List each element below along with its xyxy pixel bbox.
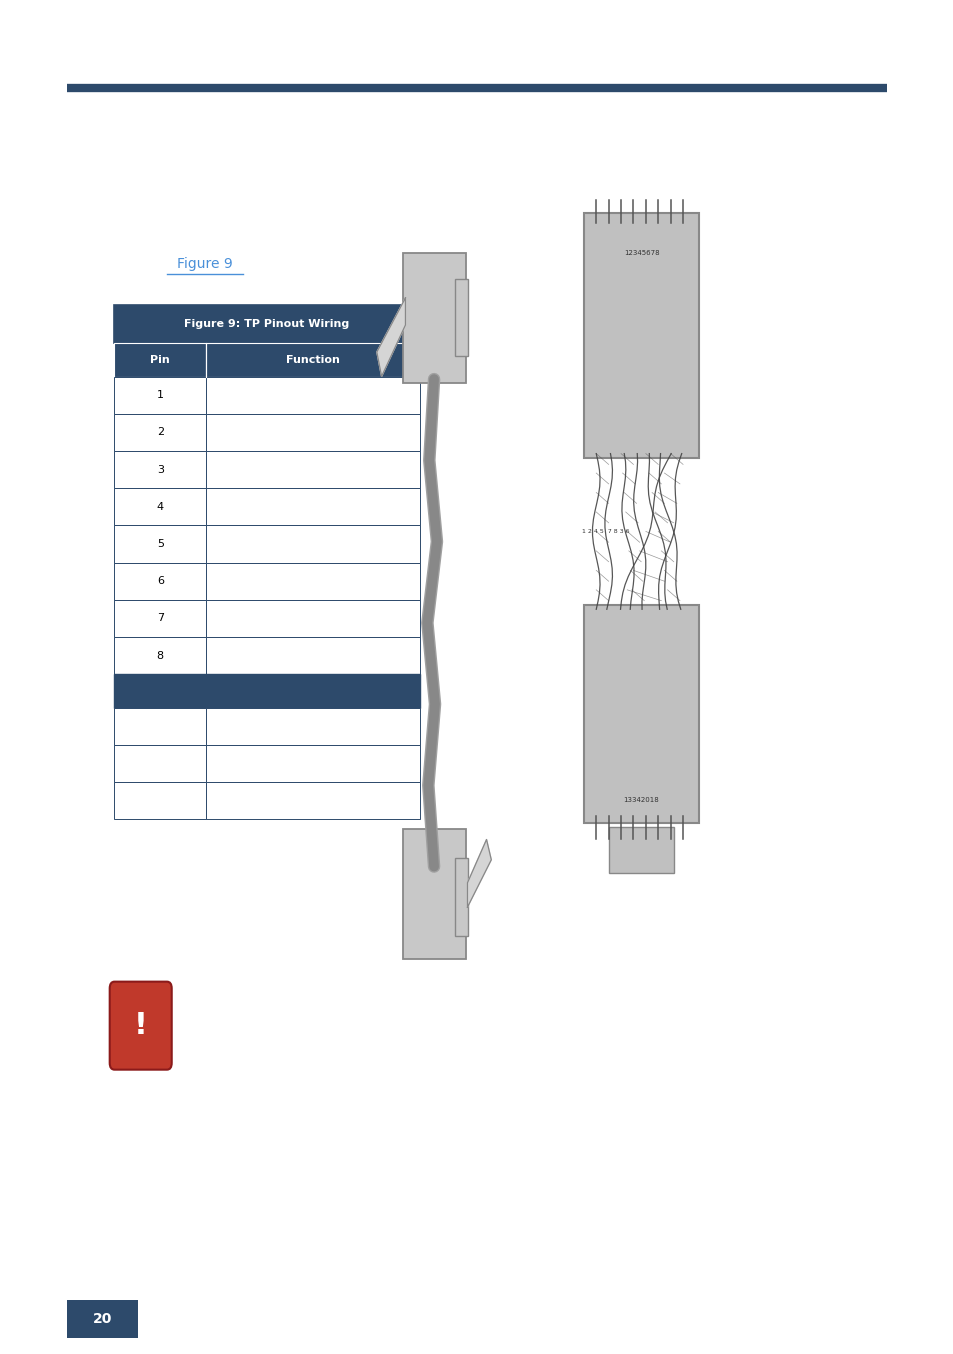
FancyBboxPatch shape: [206, 451, 419, 489]
Text: Function: Function: [286, 355, 339, 366]
FancyBboxPatch shape: [206, 376, 419, 414]
FancyBboxPatch shape: [206, 600, 419, 636]
Text: 5: 5: [156, 539, 164, 548]
FancyBboxPatch shape: [114, 376, 206, 414]
FancyBboxPatch shape: [402, 253, 465, 383]
FancyBboxPatch shape: [206, 525, 419, 563]
FancyBboxPatch shape: [114, 489, 206, 525]
FancyBboxPatch shape: [114, 745, 206, 783]
FancyBboxPatch shape: [206, 343, 419, 376]
FancyBboxPatch shape: [206, 708, 419, 745]
FancyBboxPatch shape: [455, 858, 468, 936]
FancyBboxPatch shape: [114, 305, 419, 343]
Polygon shape: [376, 298, 405, 376]
FancyBboxPatch shape: [67, 1300, 138, 1338]
Text: 4: 4: [156, 502, 164, 512]
Text: 7: 7: [156, 613, 164, 623]
Text: Figure 9: TP Pinout Wiring: Figure 9: TP Pinout Wiring: [184, 320, 350, 329]
Text: 8: 8: [156, 650, 164, 661]
FancyBboxPatch shape: [114, 783, 206, 819]
Text: 1: 1: [156, 390, 164, 401]
FancyBboxPatch shape: [402, 829, 465, 959]
FancyBboxPatch shape: [455, 279, 468, 356]
Text: Figure 9: Figure 9: [177, 257, 233, 271]
FancyBboxPatch shape: [583, 213, 699, 458]
FancyBboxPatch shape: [114, 636, 206, 674]
FancyBboxPatch shape: [114, 525, 206, 563]
Text: 1 2 4 5  7 8 3 6: 1 2 4 5 7 8 3 6: [581, 529, 629, 533]
Text: 2: 2: [156, 428, 164, 437]
FancyBboxPatch shape: [608, 827, 674, 873]
FancyBboxPatch shape: [114, 451, 206, 489]
Text: 3: 3: [156, 464, 164, 475]
FancyBboxPatch shape: [114, 414, 206, 451]
FancyBboxPatch shape: [206, 745, 419, 783]
FancyBboxPatch shape: [114, 563, 206, 600]
FancyBboxPatch shape: [206, 489, 419, 525]
FancyBboxPatch shape: [110, 982, 172, 1070]
FancyBboxPatch shape: [206, 783, 419, 819]
FancyBboxPatch shape: [114, 343, 206, 376]
FancyBboxPatch shape: [114, 674, 419, 708]
FancyBboxPatch shape: [206, 563, 419, 600]
FancyBboxPatch shape: [206, 414, 419, 451]
Polygon shape: [467, 839, 491, 907]
FancyBboxPatch shape: [114, 600, 206, 636]
Text: 6: 6: [156, 577, 164, 586]
FancyBboxPatch shape: [206, 636, 419, 674]
Text: !: !: [133, 1011, 148, 1040]
FancyBboxPatch shape: [114, 708, 206, 745]
Text: Pin: Pin: [151, 355, 170, 366]
Text: 20: 20: [92, 1312, 112, 1326]
FancyBboxPatch shape: [583, 605, 699, 823]
Text: 13342018: 13342018: [623, 798, 659, 803]
Text: 12345678: 12345678: [623, 250, 659, 256]
